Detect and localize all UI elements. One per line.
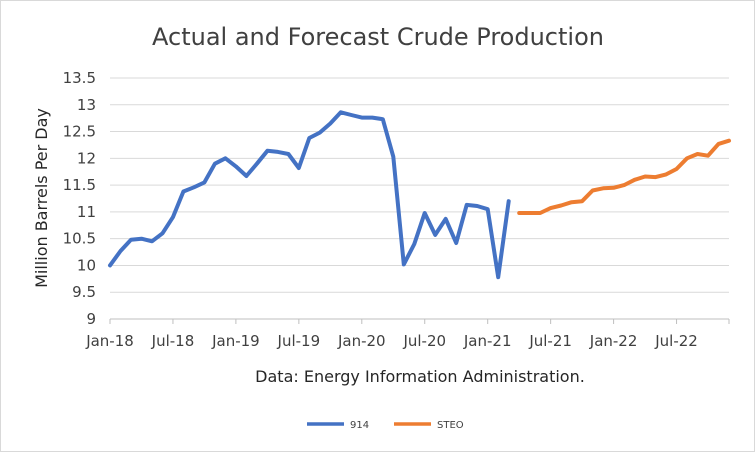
data-point xyxy=(433,233,437,237)
x-tick-label: Jan-20 xyxy=(337,332,386,350)
data-point xyxy=(664,172,668,176)
y-axis-label: Million Barrels Per Day xyxy=(32,108,51,288)
y-tick-label: 9 xyxy=(86,310,96,328)
data-point xyxy=(517,211,521,215)
data-point xyxy=(486,207,490,211)
y-tick-label: 11 xyxy=(77,203,96,221)
x-tick-label: Jan-22 xyxy=(589,332,638,350)
data-point xyxy=(591,189,595,192)
data-point xyxy=(192,185,196,189)
y-tick-label: 11.5 xyxy=(63,176,96,194)
data-point xyxy=(140,237,143,241)
data-point xyxy=(654,175,658,179)
x-tick-label: Jul-19 xyxy=(277,332,321,350)
data-point xyxy=(622,183,626,187)
data-point xyxy=(706,154,710,158)
data-point xyxy=(234,164,238,168)
data-point xyxy=(307,136,311,140)
data-point xyxy=(549,206,553,210)
data-point xyxy=(528,211,532,215)
data-point xyxy=(119,249,122,253)
data-point xyxy=(675,167,678,171)
data-point xyxy=(360,116,364,120)
data-point xyxy=(643,175,647,178)
x-tick-label: Jan-21 xyxy=(463,332,512,350)
data-point xyxy=(402,262,406,266)
data-point xyxy=(339,110,343,114)
source-note: Data: Energy Information Administration. xyxy=(255,367,585,386)
data-point xyxy=(601,186,605,190)
data-point xyxy=(465,203,469,207)
data-point xyxy=(370,116,374,120)
data-point xyxy=(570,200,574,204)
data-point xyxy=(202,180,206,184)
x-tick-label: Jan-19 xyxy=(211,332,260,350)
data-point xyxy=(507,199,511,203)
series-lines xyxy=(108,110,731,280)
data-point xyxy=(381,117,385,121)
y-tick-label: 13 xyxy=(77,96,96,114)
data-point xyxy=(171,215,175,219)
x-tick-label: Jul-21 xyxy=(528,332,572,350)
data-point xyxy=(496,275,500,279)
data-point xyxy=(297,166,301,170)
data-point xyxy=(717,142,720,146)
data-point xyxy=(255,162,259,166)
data-point xyxy=(213,162,217,166)
data-point xyxy=(685,156,689,160)
data-point xyxy=(633,178,637,182)
data-point xyxy=(150,239,154,243)
data-point xyxy=(727,139,731,143)
data-point xyxy=(580,199,584,203)
data-point xyxy=(559,204,563,207)
data-point xyxy=(444,217,448,221)
data-point xyxy=(475,204,479,208)
data-point xyxy=(423,211,427,215)
data-point xyxy=(181,190,185,193)
legend-label-steo: STEO xyxy=(437,420,464,431)
data-point xyxy=(328,122,332,125)
chart-title: Actual and Forecast Crude Production xyxy=(152,23,604,51)
y-tick-label: 13.5 xyxy=(63,69,96,87)
x-tick-label: Jan-18 xyxy=(85,332,134,350)
y-tick-label: 10 xyxy=(77,256,96,274)
y-tick-label: 12.5 xyxy=(63,123,96,141)
data-point xyxy=(454,241,458,245)
y-tick-labels: 9 9.5 10 10.5 11 11.5 12 12.5 13 13.5 xyxy=(63,69,96,328)
data-point xyxy=(612,186,616,190)
x-tick-label: Jul-22 xyxy=(654,332,698,350)
data-point xyxy=(349,113,353,117)
x-tick-label: Jul-20 xyxy=(402,332,446,350)
x-tick-labels: Jan-18 Jul-18 Jan-19 Jul-19 Jan-20 Jul-20 Jan-… xyxy=(85,332,698,350)
data-point xyxy=(391,155,395,159)
data-point xyxy=(696,152,699,156)
data-point xyxy=(412,242,416,246)
y-tick-label: 9.5 xyxy=(72,283,96,301)
data-point xyxy=(129,238,133,242)
data-point xyxy=(265,149,269,153)
data-point xyxy=(108,263,112,267)
data-point xyxy=(276,150,280,154)
data-point xyxy=(161,231,164,235)
y-tick-label: 10.5 xyxy=(63,230,96,248)
legend: 914 STEO xyxy=(307,420,464,431)
y-tick-label: 12 xyxy=(77,149,96,167)
data-point xyxy=(244,174,248,178)
legend-label-914: 914 xyxy=(350,420,369,431)
data-point xyxy=(538,211,542,215)
data-point xyxy=(318,131,322,135)
data-point xyxy=(223,156,227,160)
data-point xyxy=(286,152,290,156)
x-tick-label: Jul-18 xyxy=(151,332,195,350)
